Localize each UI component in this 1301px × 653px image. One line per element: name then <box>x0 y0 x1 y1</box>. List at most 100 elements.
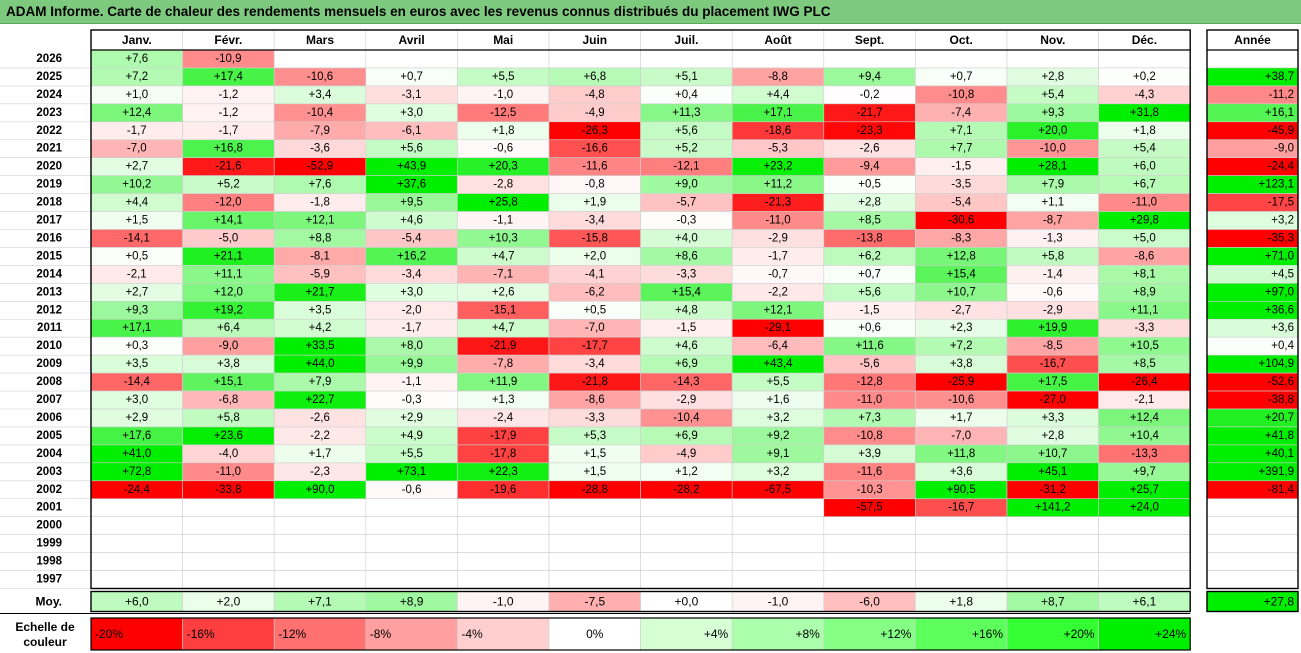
cell-value: -6,8 <box>218 394 238 406</box>
cell-value: -21,9 <box>490 340 516 352</box>
cell-value: +2,0 <box>583 250 606 262</box>
cell-value: +11,9 <box>489 376 517 388</box>
cell-value: +11,3 <box>672 107 700 119</box>
cell-value: +43,9 <box>397 161 426 173</box>
average-value: -1,0 <box>768 595 789 609</box>
cell-value: +4,4 <box>125 197 148 209</box>
cell-value: +14,1 <box>214 215 243 227</box>
cell-value: -28,8 <box>582 484 608 496</box>
heatmap-cell <box>640 49 733 69</box>
cell-value: -16,6 <box>582 143 608 155</box>
cell-value: -0,2 <box>860 89 880 101</box>
heatmap-cell <box>1098 552 1191 571</box>
cell-value: +3,4 <box>309 89 332 101</box>
cell-value: -1,3 <box>1043 232 1063 244</box>
cell-value: +5,5 <box>400 448 423 460</box>
cell-value: -5,0 <box>218 232 238 244</box>
cell-value: -7,8 <box>493 358 513 370</box>
cell-value: -4,0 <box>218 448 238 460</box>
cell-value: -17,9 <box>490 430 516 442</box>
cell-value: -13,8 <box>856 232 882 244</box>
cell-value: +5,8 <box>217 412 240 424</box>
cell-value: +0,4 <box>675 89 698 101</box>
cell-value: -1,7 <box>768 250 788 262</box>
cell-value: +15,1 <box>214 376 243 388</box>
cell-value: -16,7 <box>1040 358 1066 370</box>
cell-value: -3,4 <box>585 358 605 370</box>
cell-value: -10,8 <box>856 430 882 442</box>
cell-value: +7,7 <box>950 143 973 155</box>
scale-swatch <box>182 617 275 651</box>
cell-value: -10,6 <box>948 394 974 406</box>
cell-value: +12,1 <box>763 304 792 316</box>
annual-value: -38,8 <box>1268 394 1294 406</box>
cell-value: +9,2 <box>767 430 790 442</box>
cell-value: +28,1 <box>1038 161 1067 173</box>
cell-value: +1,1 <box>1041 197 1064 209</box>
heatmap-cell <box>915 49 1008 69</box>
cell-value: +7,6 <box>309 179 332 191</box>
heatmap-cell <box>823 570 916 589</box>
cell-value: -0,6 <box>1043 286 1063 298</box>
cell-value: -18,6 <box>765 125 791 137</box>
average-value: +7,1 <box>308 595 332 609</box>
cell-value: -7,0 <box>127 143 147 155</box>
average-value: +8,7 <box>1041 595 1065 609</box>
cell-value: -10,4 <box>673 412 700 424</box>
cell-value: -23,3 <box>856 125 882 137</box>
cell-value: +0,5 <box>858 179 881 191</box>
heatmap-cell <box>90 570 183 589</box>
year-label: 2002 <box>36 484 62 496</box>
cell-value: +3,8 <box>217 358 240 370</box>
cell-value: +23,2 <box>763 161 792 173</box>
heatmap-cell <box>1006 534 1099 553</box>
year-label: 1998 <box>36 556 62 568</box>
scale-swatch <box>1098 617 1191 651</box>
cell-value: -0,3 <box>402 394 422 406</box>
annual-value: +20,7 <box>1265 412 1294 424</box>
scale-step-label: +8% <box>795 627 820 641</box>
annual-cell <box>1206 552 1299 571</box>
table-border <box>90 29 1191 590</box>
cell-value: +43,4 <box>763 358 793 370</box>
cell-value: +44,0 <box>305 358 334 370</box>
cell-value: +72,8 <box>122 466 151 478</box>
cell-value: -3,5 <box>951 179 971 191</box>
cell-value: +2,9 <box>400 412 423 424</box>
cell-value: +6,2 <box>858 250 881 262</box>
annual-value: +3,2 <box>1271 215 1294 227</box>
average-border <box>90 590 1191 613</box>
cell-value: +4,0 <box>675 232 698 244</box>
cell-value: -2,9 <box>1043 304 1063 316</box>
cell-value: +4,4 <box>767 89 790 101</box>
cell-value: +15,4 <box>947 268 977 280</box>
cell-value: +11,2 <box>764 179 792 191</box>
cell-value: +1,5 <box>583 448 606 460</box>
cell-value: +25,7 <box>1130 484 1159 496</box>
cell-value: +3,5 <box>125 358 148 370</box>
cell-value: -24,4 <box>124 484 151 496</box>
heatmap-cell <box>640 498 733 518</box>
year-label: 2012 <box>36 304 62 316</box>
average-value: -7,5 <box>584 595 605 609</box>
heatmap-cell <box>90 498 183 518</box>
cell-value: -8,3 <box>951 232 971 244</box>
cell-value: +5,6 <box>858 286 881 298</box>
cell-value: -33,8 <box>215 484 241 496</box>
cell-value: +0,7 <box>950 71 973 83</box>
cell-value: +5,4 <box>1041 89 1064 101</box>
scale-border <box>90 617 1191 651</box>
cell-value: -29,1 <box>765 322 791 334</box>
month-header: Févr. <box>214 33 242 47</box>
cell-value: +2,8 <box>1041 71 1064 83</box>
month-header: Nov. <box>1040 33 1065 47</box>
cell-value: +17,6 <box>122 430 151 442</box>
cell-value: +3,5 <box>309 304 332 316</box>
cell-value: -27,0 <box>1040 394 1066 406</box>
cell-value: -57,5 <box>856 502 882 514</box>
year-label: 2003 <box>36 466 62 478</box>
cell-value: -3,3 <box>676 268 696 280</box>
annual-border <box>1206 29 1299 590</box>
cell-value: -21,3 <box>765 197 791 209</box>
year-label: 2013 <box>36 286 62 298</box>
